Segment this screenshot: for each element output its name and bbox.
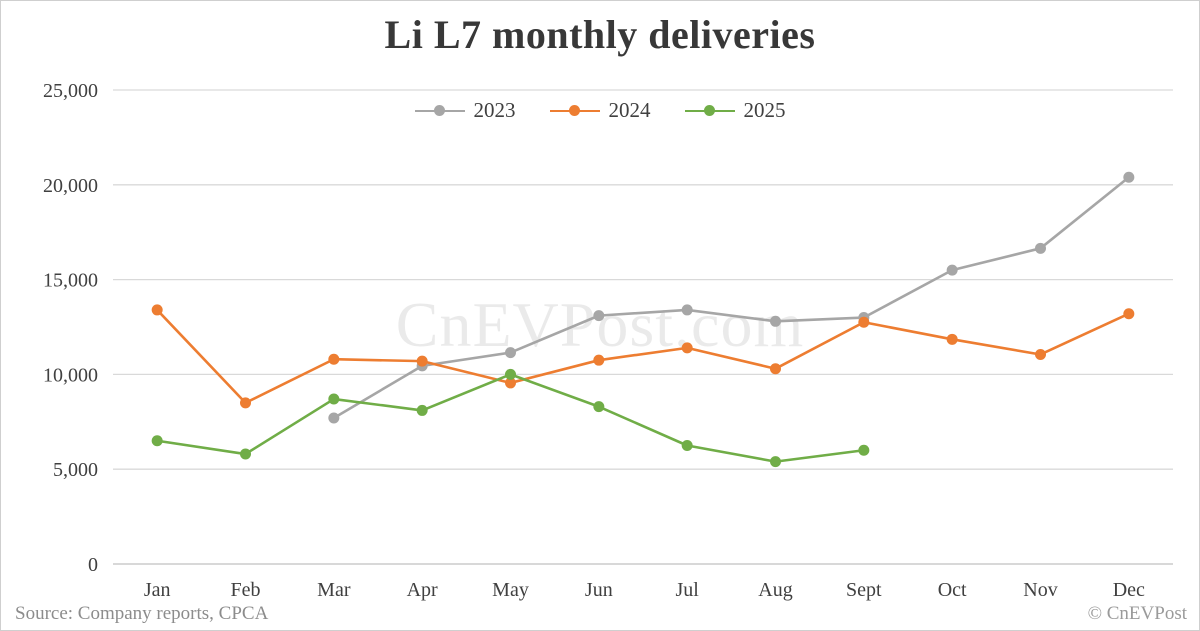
data-point-2023-Mar xyxy=(328,412,340,424)
x-axis-month-label: Jan xyxy=(144,579,171,601)
data-point-2025-Jan xyxy=(151,435,163,447)
y-axis-tick-label: 10,000 xyxy=(43,364,98,386)
series-line-2024 xyxy=(155,308,1131,405)
data-point-2025-Sept xyxy=(858,444,870,456)
data-point-2023-Jun xyxy=(593,310,605,322)
y-axis-tick-label: 5,000 xyxy=(53,459,98,481)
gridlines xyxy=(113,89,1173,565)
data-point-2023-May xyxy=(505,347,516,359)
legend-marker-2025-icon xyxy=(684,105,735,117)
x-axis-month-label: Aug xyxy=(758,579,792,601)
x-axis-month-label: Jul xyxy=(675,579,699,601)
x-axis-labels: Jan Feb Mar Apr May Jun Jul Aug Sept Oct Nov Dec xyxy=(144,579,1145,601)
y-axis-tick-label: 0 xyxy=(88,554,98,576)
data-point-2025-Mar xyxy=(328,393,340,405)
data-point-2024-Jul xyxy=(681,342,693,354)
legend-label-2025: 2025 xyxy=(743,98,786,122)
x-axis-month-label: Feb xyxy=(231,579,261,601)
data-point-2024-Nov xyxy=(1035,348,1046,360)
series-lines xyxy=(151,171,1135,468)
x-axis-month-label: Apr xyxy=(407,579,438,601)
data-point-2024-May xyxy=(505,377,516,389)
data-point-2023-Dec xyxy=(1123,171,1135,183)
data-point-2024-Mar xyxy=(328,353,340,365)
data-point-2024-Aug xyxy=(770,363,781,375)
data-point-2025-Jun xyxy=(593,401,605,413)
data-point-2024-Sept xyxy=(858,316,870,328)
data-point-2025-Jul xyxy=(681,440,693,451)
x-axis-month-label: May xyxy=(492,579,529,601)
x-axis-month-label: Jun xyxy=(585,579,613,601)
copyright-note: © CnEVPost xyxy=(1087,603,1187,624)
data-point-2023-Oct xyxy=(946,264,958,276)
legend-marker-2024-icon xyxy=(549,105,600,117)
data-point-2024-Apr xyxy=(416,355,428,367)
data-point-2023-Aug xyxy=(770,315,781,327)
data-point-2025-Aug xyxy=(770,456,781,468)
data-point-2024-Jan xyxy=(151,304,163,316)
y-axis-tick-label: 20,000 xyxy=(43,175,98,197)
data-point-2023-Nov xyxy=(1035,242,1046,254)
y-axis-labels: 0 5,000 10,000 15,000 20,000 25,000 xyxy=(43,80,98,576)
data-point-2025-Apr xyxy=(416,404,428,416)
y-axis-tick-label: 25,000 xyxy=(43,80,98,102)
x-axis-month-label: Mar xyxy=(317,579,351,601)
data-point-2024-Oct xyxy=(946,333,958,345)
data-point-2024-Jun xyxy=(593,354,605,366)
y-axis-tick-label: 15,000 xyxy=(43,270,98,292)
legend-label-2023: 2023 xyxy=(473,98,516,122)
legend-marker-2023-icon xyxy=(414,105,465,117)
legend-item-2023: 2023 xyxy=(414,98,516,122)
data-point-2023-Jul xyxy=(681,304,693,316)
legend: 2023 2024 2025 xyxy=(1,100,1199,121)
source-note: Source: Company reports, CPCA xyxy=(15,603,269,624)
legend-item-2024: 2024 xyxy=(549,98,651,122)
watermark: CnEVPost.com xyxy=(396,289,804,360)
legend-item-2025: 2025 xyxy=(684,98,786,122)
series-line-2023 xyxy=(332,175,1131,420)
data-point-2024-Dec xyxy=(1123,308,1135,320)
data-point-2025-May xyxy=(505,368,516,380)
data-point-2025-Feb xyxy=(240,448,251,460)
chart-title: Li L7 monthly deliveries xyxy=(384,12,816,57)
legend-label-2024: 2024 xyxy=(608,98,651,122)
x-axis-month-label: Nov xyxy=(1023,579,1057,601)
x-axis-month-label: Oct xyxy=(938,579,967,601)
x-axis-month-label: Sept xyxy=(846,579,882,601)
x-axis-month-label: Dec xyxy=(1113,579,1145,601)
data-point-2024-Feb xyxy=(240,397,251,409)
